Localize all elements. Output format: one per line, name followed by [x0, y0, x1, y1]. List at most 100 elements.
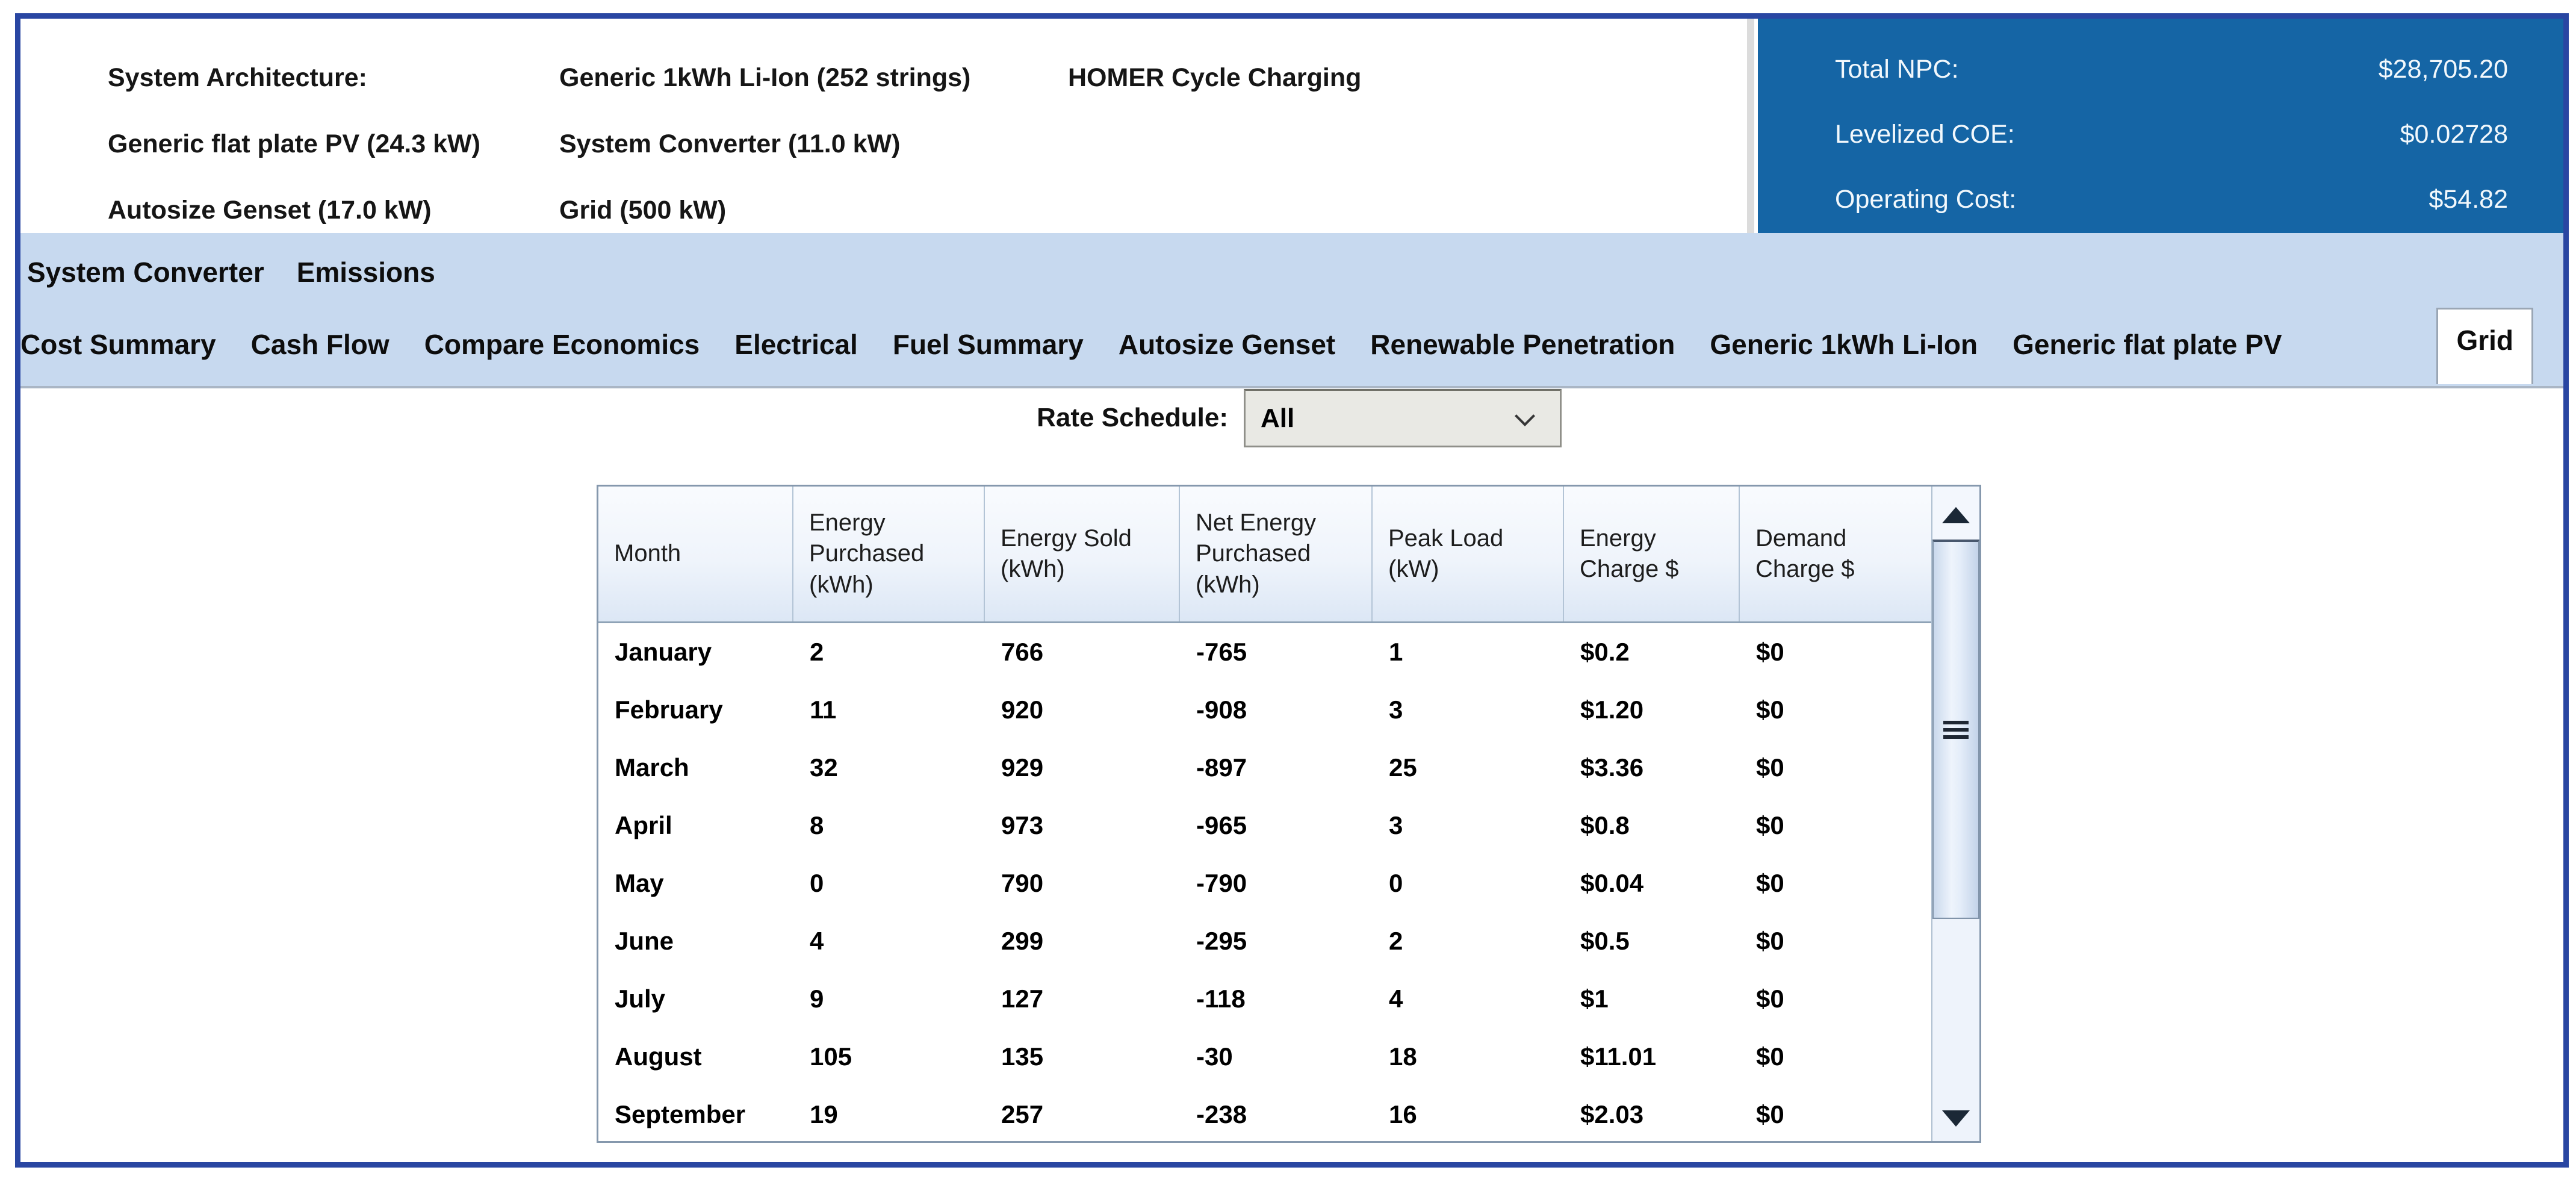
table-cell: $0 [1756, 638, 1784, 666]
table-cell: $0 [1756, 811, 1784, 839]
table-cell: July [615, 985, 666, 1013]
tab-emissions[interactable]: Emissions [296, 257, 435, 288]
column-header-peak-load: Peak Load (kW) [1373, 487, 1564, 621]
table-cell: 766 [1001, 638, 1044, 666]
metric-value: $28,705.20 [2378, 54, 2508, 84]
metric-value: $54.82 [2429, 184, 2508, 214]
table-cell: 790 [1001, 869, 1044, 897]
metric-row-operating-cost: Operating Cost: $54.82 [1835, 167, 2508, 232]
table-cell: $3.36 [1580, 753, 1644, 782]
table-cell: $0 [1756, 985, 1784, 1013]
table-cell: $0.2 [1580, 638, 1630, 666]
column-header-energy-charge: Energy Charge $ [1564, 487, 1740, 621]
component-pv: Generic flat plate PV (24.3 kW) [108, 129, 480, 158]
metric-label: Operating Cost: [1835, 184, 2017, 214]
table-cell: -295 [1196, 927, 1247, 955]
table-cell: 18 [1389, 1042, 1417, 1071]
scroll-up-button[interactable] [1932, 487, 1979, 540]
tab-generic-1kwh-li-ion[interactable]: Generic 1kWh Li-Ion [1710, 329, 1978, 360]
tab-renewable-penetration[interactable]: Renewable Penetration [1370, 329, 1675, 360]
table-cell: -790 [1196, 869, 1247, 897]
table-row-may: May 0 790 -790 0 $0.04 $0 [598, 854, 1979, 912]
table-cell: 929 [1001, 753, 1044, 782]
table-cell: 32 [810, 753, 838, 782]
rate-schedule-label: Rate Schedule: [1037, 403, 1228, 432]
table-cell: -30 [1196, 1042, 1233, 1071]
scrollbar-thumb[interactable] [1932, 540, 1979, 919]
column-header-demand-charge: Demand Charge $ [1755, 524, 1855, 582]
table-row-march: March 32 929 -897 25 $3.36 $0 [598, 739, 1979, 797]
table-cell: March [615, 753, 689, 782]
table-cell: $0 [1756, 1100, 1784, 1128]
table-cell: -118 [1196, 985, 1246, 1013]
table-cell: -965 [1196, 811, 1247, 839]
table-row-september: September 19 257 -238 16 $2.03 $0 [598, 1086, 1979, 1141]
tab-row-primary: Cost Summary Cash Flow Compare Economics El… [20, 308, 2560, 388]
table-cell: 4 [810, 927, 824, 955]
metric-label: Levelized COE: [1835, 119, 2015, 149]
component-battery: Generic 1kWh Li-Ion (252 strings) [559, 63, 971, 92]
component-genset: Autosize Genset (17.0 kW) [108, 196, 432, 225]
table-row-january: January 2 766 -765 1 $0.2 $0 [598, 623, 1979, 681]
table-cell: 0 [810, 869, 824, 897]
grid-monthly-table: Month Energy Purchased (kWh) Energy Sold (… [597, 485, 1981, 1143]
tab-cash-flow[interactable]: Cash Flow [250, 329, 390, 360]
table-cell: 973 [1001, 811, 1044, 839]
metric-value: $0.02728 [2400, 119, 2508, 149]
tab-grid[interactable]: Grid [2436, 308, 2533, 384]
table-cell: $0.5 [1580, 927, 1630, 955]
table-cell: $0 [1756, 869, 1784, 897]
table-cell: $0 [1756, 1042, 1784, 1071]
rate-schedule-selected-value: All [1261, 403, 1295, 433]
table-cell: $1.20 [1580, 695, 1644, 724]
tab-generic-flat-plate-pv[interactable]: Generic flat plate PV [2013, 329, 2282, 360]
table-cell: 9 [810, 985, 824, 1013]
table-cell: September [615, 1100, 746, 1128]
column-header-net-energy: Net Energy Purchased (kWh) [1180, 487, 1373, 621]
table-cell: August [615, 1042, 702, 1071]
tab-electrical[interactable]: Electrical [734, 329, 858, 360]
table-cell: 4 [1389, 985, 1403, 1013]
table-cell: 3 [1389, 695, 1403, 724]
table-cell: 0 [1389, 869, 1403, 897]
table-cell: February [615, 695, 723, 724]
table-row-august: August 105 135 -30 18 $11.01 $0 [598, 1028, 1979, 1086]
table-cell: $2.03 [1580, 1100, 1644, 1128]
rate-schedule-dropdown[interactable]: All [1244, 389, 1562, 447]
scroll-down-arrow-icon[interactable] [1942, 1110, 1970, 1127]
system-architecture-header: System Architecture: Generic 1kWh Li-Ion… [20, 19, 1748, 233]
scrollbar-grip-icon [1943, 717, 1969, 742]
table-cell: 25 [1389, 753, 1417, 782]
tab-cost-summary[interactable]: Cost Summary [20, 329, 216, 360]
table-cell: 2 [1389, 927, 1403, 955]
table-cell: $0 [1756, 927, 1784, 955]
table-cell: $0 [1756, 695, 1784, 724]
table-row-april: April 8 973 -965 3 $0.8 $0 [598, 797, 1979, 854]
table-cell: 11 [810, 695, 837, 724]
metric-row-levelized-coe: Levelized COE: $0.02728 [1835, 102, 2508, 167]
dispatch-strategy: HOMER Cycle Charging [1068, 63, 1362, 92]
vertical-scrollbar[interactable] [1931, 487, 1979, 1141]
table-cell: $0.8 [1580, 811, 1630, 839]
table-cell: -908 [1196, 695, 1247, 724]
table-cell: April [615, 811, 672, 839]
table-cell: 19 [810, 1100, 838, 1128]
table-cell: 257 [1001, 1100, 1044, 1128]
table-cell: 3 [1389, 811, 1403, 839]
header-divider [1747, 19, 1754, 233]
table-cell: June [615, 927, 674, 955]
table-header-row: Month Energy Purchased (kWh) Energy Sold (… [598, 487, 1979, 623]
column-header-month: Month [598, 487, 793, 621]
tab-system-converter[interactable]: System Converter [27, 257, 264, 288]
tab-fuel-summary[interactable]: Fuel Summary [892, 329, 1084, 360]
table-cell: $0 [1756, 753, 1784, 782]
table-cell: -897 [1196, 753, 1247, 782]
table-cell: May [615, 869, 664, 897]
table-row-july: July 9 127 -118 4 $1 $0 [598, 970, 1979, 1028]
table-row-february: February 11 920 -908 3 $1.20 $0 [598, 681, 1979, 739]
tab-autosize-genset[interactable]: Autosize Genset [1118, 329, 1336, 360]
tab-compare-economics[interactable]: Compare Economics [424, 329, 700, 360]
column-header-energy-purchased: Energy Purchased (kWh) [793, 487, 985, 621]
scroll-up-arrow-icon [1942, 507, 1970, 523]
table-cell: 299 [1001, 927, 1044, 955]
